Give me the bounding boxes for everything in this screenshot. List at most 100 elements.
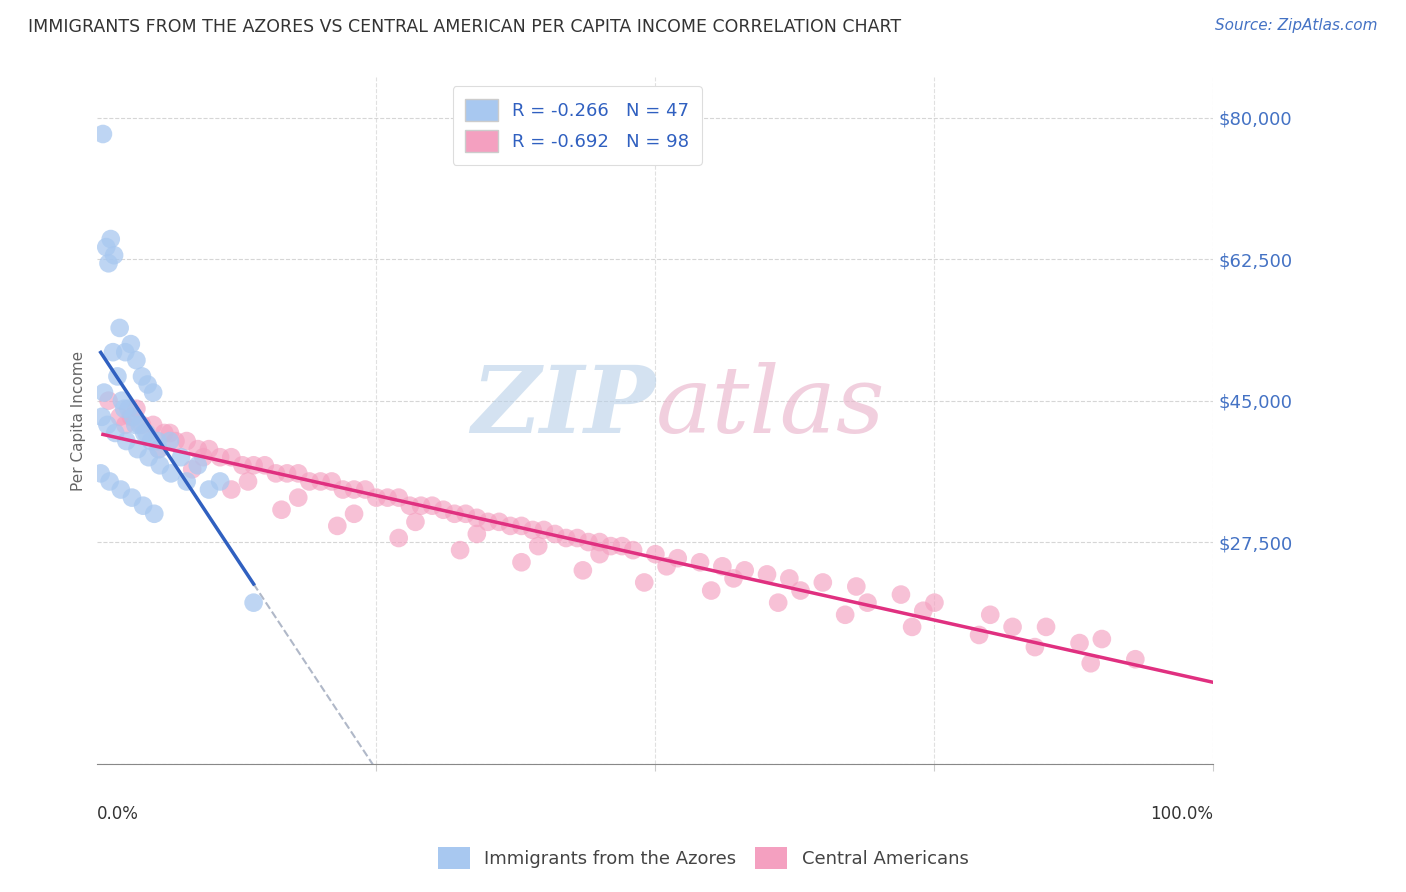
Point — [159, 425, 181, 440]
Point — [766, 596, 789, 610]
Point — [187, 458, 209, 473]
Point — [115, 434, 138, 448]
Point — [510, 519, 533, 533]
Y-axis label: Per Capita Income: Per Capita Income — [72, 351, 86, 491]
Point — [533, 523, 555, 537]
Point — [181, 462, 204, 476]
Point — [287, 491, 309, 505]
Point — [136, 377, 159, 392]
Point — [176, 434, 198, 448]
Point — [1069, 636, 1091, 650]
Point — [160, 467, 183, 481]
Point — [153, 425, 176, 440]
Point — [388, 531, 411, 545]
Point — [399, 499, 422, 513]
Point — [343, 507, 366, 521]
Point — [139, 434, 162, 448]
Point — [778, 571, 800, 585]
Point — [666, 551, 689, 566]
Point — [343, 483, 366, 497]
Point — [354, 483, 377, 497]
Point — [159, 434, 181, 448]
Point — [242, 458, 264, 473]
Point — [142, 417, 165, 432]
Point — [131, 417, 153, 432]
Point — [253, 458, 276, 473]
Point — [128, 417, 150, 432]
Point — [1080, 657, 1102, 671]
Point — [149, 458, 172, 473]
Point — [578, 535, 600, 549]
Point — [148, 442, 170, 457]
Point — [270, 502, 292, 516]
Point — [138, 450, 160, 465]
Point — [209, 450, 232, 465]
Point — [567, 531, 589, 545]
Point — [104, 425, 127, 440]
Point — [404, 515, 426, 529]
Point — [901, 620, 924, 634]
Point — [242, 596, 264, 610]
Point — [91, 127, 114, 141]
Point — [148, 442, 170, 457]
Text: IMMIGRANTS FROM THE AZORES VS CENTRAL AMERICAN PER CAPITA INCOME CORRELATION CHA: IMMIGRANTS FROM THE AZORES VS CENTRAL AM… — [28, 18, 901, 36]
Point — [734, 563, 756, 577]
Point — [689, 555, 711, 569]
Text: atlas: atlas — [655, 362, 884, 452]
Point — [588, 535, 610, 549]
Point — [117, 401, 139, 416]
Point — [912, 604, 935, 618]
Text: Source: ZipAtlas.com: Source: ZipAtlas.com — [1215, 18, 1378, 33]
Point — [146, 434, 169, 448]
Point — [477, 515, 499, 529]
Point — [544, 527, 567, 541]
Point — [326, 519, 349, 533]
Point — [443, 507, 465, 521]
Point — [122, 409, 145, 424]
Point — [555, 531, 578, 545]
Point — [967, 628, 990, 642]
Point — [110, 483, 132, 497]
Point — [219, 483, 242, 497]
Point — [231, 458, 253, 473]
Point — [134, 425, 156, 440]
Point — [103, 248, 125, 262]
Point — [409, 499, 432, 513]
Point — [1091, 632, 1114, 646]
Point — [124, 417, 146, 432]
Point — [1024, 640, 1046, 654]
Point — [610, 539, 633, 553]
Legend: Immigrants from the Azores, Central Americans: Immigrants from the Azores, Central Amer… — [429, 838, 977, 879]
Point — [209, 475, 232, 489]
Point — [644, 547, 666, 561]
Point — [127, 442, 149, 457]
Point — [142, 385, 165, 400]
Point — [107, 369, 129, 384]
Point — [120, 409, 142, 424]
Text: 0.0%: 0.0% — [97, 805, 139, 823]
Point — [499, 519, 522, 533]
Point — [321, 475, 343, 489]
Point — [100, 232, 122, 246]
Point — [108, 321, 131, 335]
Point — [287, 467, 309, 481]
Point — [332, 483, 354, 497]
Point — [236, 475, 259, 489]
Point — [700, 583, 723, 598]
Point — [96, 240, 118, 254]
Point — [219, 450, 242, 465]
Point — [527, 539, 550, 553]
Point — [789, 583, 811, 598]
Point — [101, 345, 124, 359]
Point — [621, 543, 644, 558]
Point — [112, 401, 135, 416]
Point — [588, 547, 610, 561]
Point — [377, 491, 399, 505]
Point — [488, 515, 510, 529]
Point — [420, 499, 443, 513]
Point — [856, 596, 879, 610]
Point — [125, 353, 148, 368]
Point — [114, 345, 136, 359]
Point — [811, 575, 834, 590]
Point — [454, 507, 477, 521]
